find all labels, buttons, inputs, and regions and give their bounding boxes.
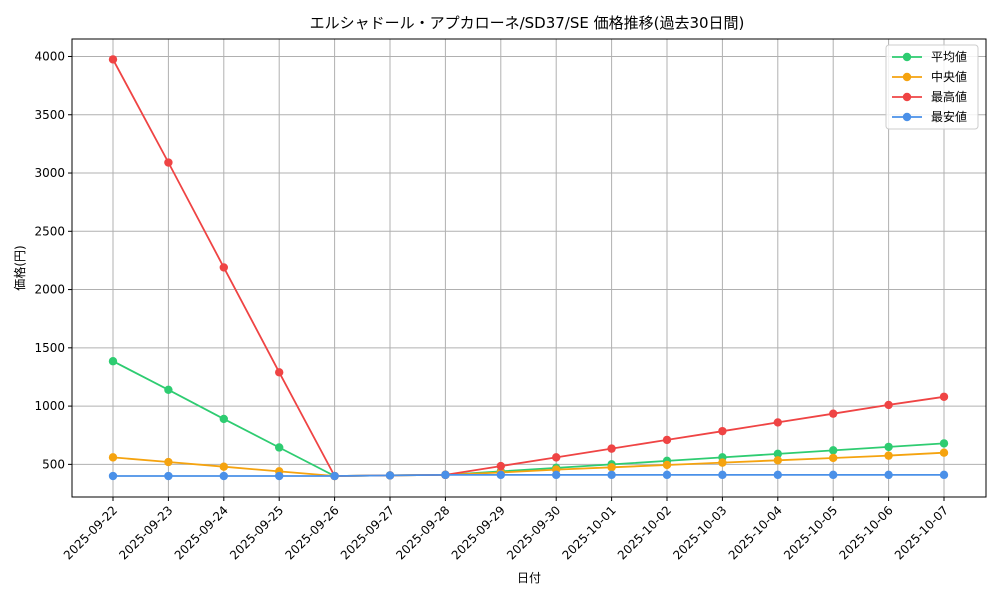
x-tick-label: 2025-10-06 [837,503,896,562]
data-point [773,449,782,459]
x-tick-label: 2025-10-05 [781,503,840,562]
x-tick-label: 2025-10-02 [615,503,674,562]
chart-title: エルシャドール・アプカローネ/SD37/SE 価格推移(過去30日間) [310,14,745,32]
data-point [164,158,173,167]
data-point [884,442,893,452]
series-line-3 [112,58,945,477]
data-point [219,263,228,272]
data-point [219,462,228,471]
data-point [662,460,672,470]
x-tick-label: 2025-09-28 [393,503,452,562]
series-line-4 [113,473,944,477]
data-point [662,435,672,445]
x-tick-label: 2025-09-26 [283,503,342,562]
series-line-1 [112,360,945,477]
data-point [552,453,561,462]
legend-label: 最高値 [931,89,967,104]
y-tick-label: 2000 [34,283,65,297]
data-point [275,368,284,377]
data-point [219,471,228,481]
y-tick-labels: 500 1000 1500 2000 2500 3000 3500 4000 [34,49,72,471]
series-line-2 [112,451,945,477]
data-point [496,461,505,471]
data-point [330,471,339,481]
x-tick-labels: 2025-09-222025-09-232025-09-242025-09-25… [61,497,951,562]
x-tick-label: 2025-09-30 [504,503,563,562]
legend-label: 平均値 [931,49,967,64]
grid-layer [72,39,986,497]
data-point [939,392,949,401]
y-tick-label: 1000 [34,399,65,413]
data-point [773,470,782,480]
data-point [829,409,838,418]
y-tick-label: 3500 [34,108,65,122]
x-axis-label: 日付 [517,571,541,585]
x-tick-label: 2025-09-24 [172,503,231,562]
data-point [108,453,118,462]
x-tick-label: 2025-10-07 [892,503,951,562]
data-point [164,457,173,467]
y-tick-label: 500 [42,457,65,471]
data-point [164,471,173,481]
data-point [718,458,727,467]
y-tick-label: 4000 [34,49,65,63]
data-point [219,414,228,424]
data-point [773,456,782,465]
x-tick-label: 2025-09-23 [116,503,175,562]
data-point [607,463,616,472]
data-point [662,470,672,480]
legend-marker [902,92,912,102]
plot-frame [71,38,987,498]
data-point [829,453,838,463]
data-point [718,470,727,480]
data-point [275,443,284,452]
data-point [552,470,561,480]
data-point [884,451,893,460]
data-point [884,400,893,410]
series-layer [108,55,949,481]
data-point [884,470,893,480]
data-point [718,426,727,436]
y-tick-label: 3000 [34,166,65,180]
data-point [108,357,118,366]
legend-label: 最安値 [931,109,967,124]
data-point [275,471,284,481]
legend-marker [902,112,912,122]
data-point [164,385,173,394]
data-point [829,470,838,480]
data-point [939,439,949,448]
data-point [939,470,949,480]
y-axis-label: 価格(円) [12,245,27,290]
data-point [108,471,118,481]
x-tick-label: 2025-10-04 [726,503,785,562]
data-point [939,448,949,457]
legend-marker [902,72,912,82]
x-tick-label: 2025-09-29 [449,503,508,562]
y-tick-label: 1500 [34,341,65,355]
data-point [108,55,118,64]
data-point [829,446,838,455]
data-point [496,470,505,480]
data-point [607,444,616,453]
x-tick-label: 2025-10-03 [670,503,729,562]
x-tick-label: 2025-10-01 [560,503,619,562]
x-tick-label: 2025-09-27 [338,503,397,562]
y-tick-label: 2500 [34,224,65,238]
legend-label: 中央値 [931,69,967,84]
x-tick-label: 2025-09-22 [61,503,120,562]
data-point [385,471,395,480]
legend-marker [902,52,912,62]
data-point [773,418,782,427]
x-tick-label: 2025-09-25 [227,503,286,562]
data-point [607,470,616,480]
legend-box [885,44,979,130]
data-point [441,470,450,480]
